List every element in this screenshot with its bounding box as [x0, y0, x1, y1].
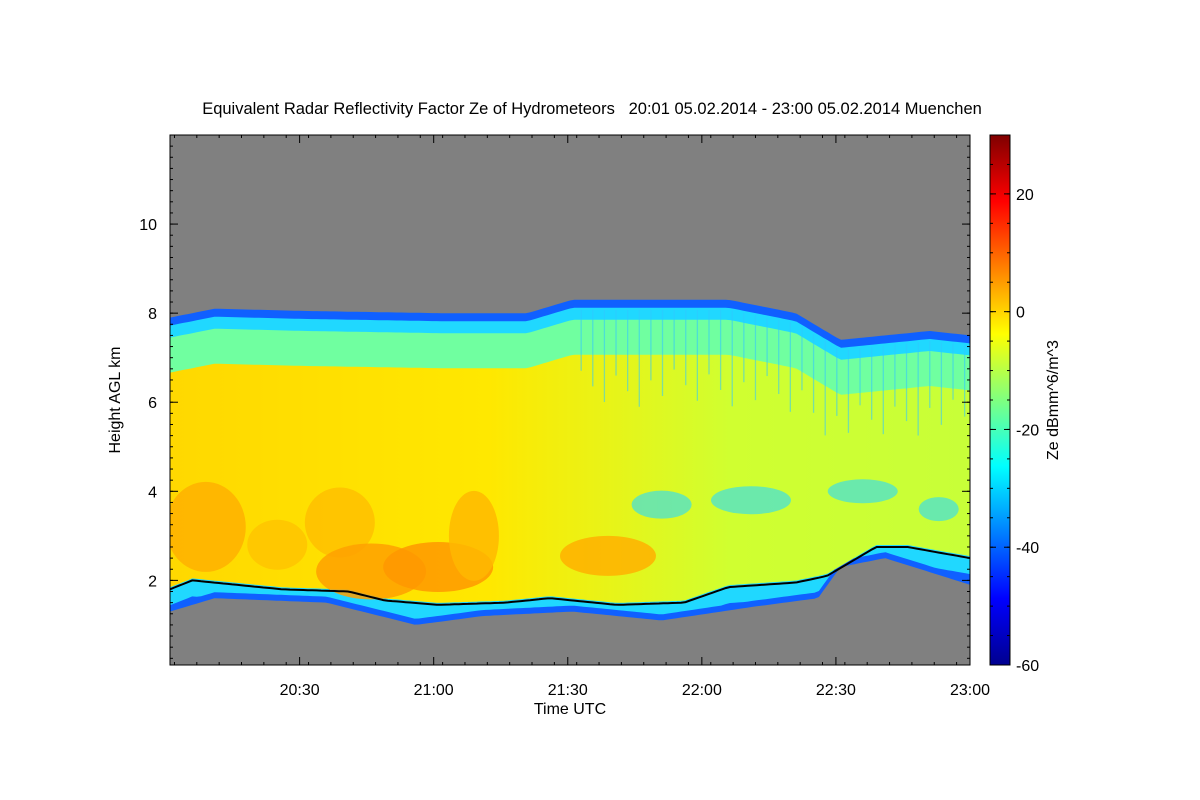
- y-tick-label-1: 4: [148, 484, 157, 501]
- y-axis: 2 4 6 8 10: [139, 145, 970, 659]
- y-tick-label-3: 8: [148, 306, 157, 323]
- echo-yellow-core: [170, 354, 970, 603]
- cloud-base-line: [170, 546, 970, 606]
- colorbar-tick-label-0: -60: [1016, 658, 1039, 675]
- x-tick-label-5: 23:00: [950, 682, 990, 699]
- x-tick-label-4: 22:30: [816, 682, 856, 699]
- colorbar-label: Ze dBmm^6/m^3: [1045, 340, 1062, 460]
- weak-echo-zone-0: [631, 490, 692, 519]
- colorbar-tick-label-2: -20: [1016, 422, 1039, 439]
- x-tick-label-2: 21:30: [548, 682, 588, 699]
- colorbar-tick-label-4: 20: [1016, 187, 1034, 204]
- reflectivity-core-6: [247, 519, 308, 570]
- weak-echo-zone-1: [711, 486, 792, 515]
- weak-echo-zone-3: [918, 497, 959, 522]
- y-tick-label-4: 10: [139, 217, 157, 234]
- colorbar-tick-label-1: -40: [1016, 540, 1039, 557]
- y-tick-label-2: 6: [148, 395, 157, 412]
- plot-frame: [169, 134, 971, 666]
- colorbar: -60 -40 -20 0 20: [989, 134, 1039, 675]
- x-tick-label-1: 21:00: [414, 682, 454, 699]
- colorbar-tick-label-3: 0: [1016, 305, 1025, 322]
- x-axis: 20:30 21:00 21:30 22:00 22:30 23:00: [173, 135, 990, 699]
- x-tick-label-3: 22:00: [682, 682, 722, 699]
- weak-echo-zone-2: [827, 479, 898, 504]
- reflectivity-field: [170, 299, 970, 625]
- y-axis-label: Height AGL km: [107, 346, 124, 453]
- reflectivity-core-1: [304, 487, 375, 558]
- reflectivity-core-4: [448, 490, 499, 581]
- reflectivity-core-5: [559, 535, 656, 576]
- x-axis-label: Time UTC: [534, 701, 606, 718]
- plot-area: [170, 135, 970, 665]
- reflectivity-core-0: [170, 481, 246, 572]
- x-tick-label-0: 20:30: [280, 682, 320, 699]
- chart-title: Equivalent Radar Reflectivity Factor Ze …: [202, 100, 982, 118]
- y-tick-label-0: 2: [148, 573, 157, 590]
